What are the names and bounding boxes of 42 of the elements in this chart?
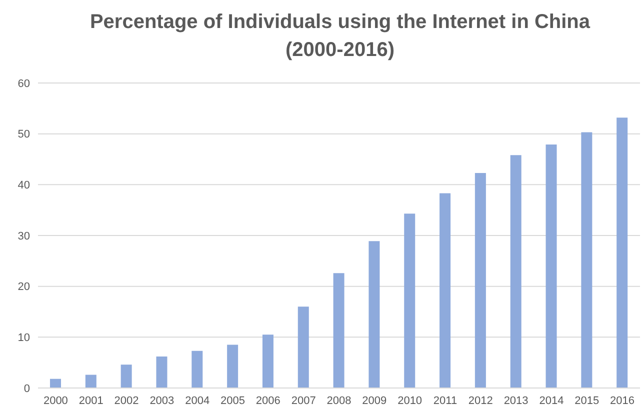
bar bbox=[156, 356, 168, 388]
y-tick-label: 30 bbox=[18, 230, 30, 242]
bar bbox=[368, 241, 380, 388]
y-tick-label: 40 bbox=[18, 180, 30, 192]
x-tick-label: 2015 bbox=[574, 394, 600, 407]
bar bbox=[120, 364, 132, 388]
bar bbox=[546, 144, 557, 388]
y-tick-label: 20 bbox=[18, 281, 30, 294]
bar bbox=[404, 214, 416, 388]
x-tick-label: 2014 bbox=[539, 394, 564, 407]
x-tick-label: 2004 bbox=[185, 394, 210, 407]
bar bbox=[192, 350, 203, 388]
chart-title: Percentage of Individuals using the Internet in China (2000-2016) bbox=[88, 10, 592, 63]
x-tick-label: 2008 bbox=[326, 394, 352, 407]
bar bbox=[298, 306, 309, 388]
x-tick-label: 2007 bbox=[291, 394, 316, 407]
bar bbox=[262, 334, 274, 388]
x-tick-label: 2013 bbox=[504, 394, 528, 407]
x-tick-label: 2001 bbox=[78, 394, 104, 407]
x-tick-label: 2012 bbox=[468, 394, 493, 407]
y-tick-label: 10 bbox=[18, 332, 30, 344]
x-tick-label: 2009 bbox=[362, 394, 387, 407]
bar bbox=[50, 378, 61, 388]
bar bbox=[581, 132, 592, 388]
x-tick-label: 2005 bbox=[220, 394, 246, 407]
x-tick-label: 2003 bbox=[150, 394, 174, 407]
x-tick-label: 2011 bbox=[433, 394, 458, 407]
bar bbox=[227, 344, 238, 388]
y-tick-label: 50 bbox=[18, 128, 30, 141]
bar bbox=[85, 374, 96, 388]
bar bbox=[474, 172, 486, 388]
x-tick-label: 2000 bbox=[43, 394, 68, 407]
x-tick-label: 2016 bbox=[610, 394, 635, 407]
bar bbox=[616, 118, 628, 388]
x-tick-label: 2002 bbox=[114, 394, 139, 407]
bar bbox=[510, 155, 522, 388]
bar bbox=[333, 273, 344, 388]
y-tick-label: 0 bbox=[24, 382, 30, 395]
bar bbox=[440, 193, 451, 388]
x-tick-label: 2010 bbox=[398, 394, 422, 407]
y-tick-label: 60 bbox=[18, 78, 30, 90]
x-tick-label: 2006 bbox=[256, 394, 280, 407]
